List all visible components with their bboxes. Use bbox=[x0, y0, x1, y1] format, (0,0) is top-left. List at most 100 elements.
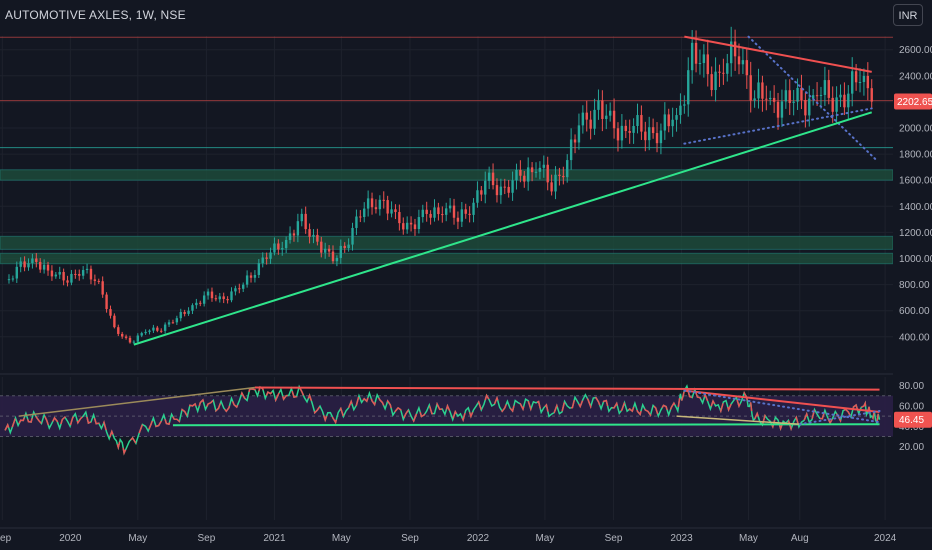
candle-body[interactable] bbox=[398, 212, 401, 224]
candle-body[interactable] bbox=[413, 224, 417, 230]
candle-body[interactable] bbox=[323, 248, 327, 253]
candle-body[interactable] bbox=[46, 264, 50, 271]
candle-body[interactable] bbox=[757, 82, 760, 99]
candle-body[interactable] bbox=[105, 294, 108, 310]
candle-body[interactable] bbox=[31, 258, 34, 264]
candle-body[interactable] bbox=[89, 268, 93, 280]
candle-body[interactable] bbox=[784, 90, 788, 102]
candle-body[interactable] bbox=[218, 296, 221, 300]
candle-body[interactable] bbox=[515, 169, 518, 181]
candle-body[interactable] bbox=[585, 112, 588, 120]
candle-body[interactable] bbox=[445, 208, 448, 215]
candle-body[interactable] bbox=[605, 115, 608, 119]
candle-body[interactable] bbox=[452, 205, 456, 218]
resistance-trendline[interactable] bbox=[684, 35, 872, 73]
candle-body[interactable] bbox=[242, 284, 245, 289]
candle-body[interactable] bbox=[7, 279, 11, 281]
candle-body[interactable] bbox=[624, 125, 627, 132]
candle-body[interactable] bbox=[405, 222, 409, 230]
candle-body[interactable] bbox=[772, 97, 776, 102]
candle-body[interactable] bbox=[663, 114, 667, 131]
candle-body[interactable] bbox=[327, 248, 331, 252]
candle-body[interactable] bbox=[390, 209, 393, 214]
candle-body[interactable] bbox=[195, 302, 198, 306]
candle-body[interactable] bbox=[507, 186, 510, 193]
candle-body[interactable] bbox=[117, 327, 120, 334]
candle-body[interactable] bbox=[554, 174, 557, 192]
candle-body[interactable] bbox=[866, 75, 870, 89]
candle-body[interactable] bbox=[749, 75, 752, 101]
candle-body[interactable] bbox=[238, 288, 241, 290]
candle-body[interactable] bbox=[140, 333, 143, 336]
candle-body[interactable] bbox=[15, 266, 18, 279]
candle-body[interactable] bbox=[839, 94, 842, 98]
candle-body[interactable] bbox=[491, 172, 495, 186]
candle-body[interactable] bbox=[780, 101, 784, 118]
candle-body[interactable] bbox=[66, 280, 69, 283]
candle-body[interactable] bbox=[199, 302, 202, 304]
candle-body[interactable] bbox=[659, 130, 663, 144]
candle-body[interactable] bbox=[800, 87, 803, 101]
candle-body[interactable] bbox=[42, 264, 46, 270]
candle-body[interactable] bbox=[851, 71, 854, 94]
candle-body[interactable] bbox=[733, 41, 737, 57]
candle-body[interactable] bbox=[683, 104, 686, 106]
candle-body[interactable] bbox=[421, 209, 424, 218]
candle-body[interactable] bbox=[729, 41, 733, 64]
candle-body[interactable] bbox=[156, 327, 159, 331]
candle-body[interactable] bbox=[27, 263, 30, 268]
candle-body[interactable] bbox=[308, 229, 311, 237]
candle-body[interactable] bbox=[265, 257, 268, 259]
candle-body[interactable] bbox=[230, 291, 233, 301]
candle-body[interactable] bbox=[163, 324, 167, 331]
candle-body[interactable] bbox=[796, 87, 799, 102]
candle-body[interactable] bbox=[191, 305, 194, 311]
candle-body[interactable] bbox=[503, 186, 506, 188]
candle-body[interactable] bbox=[562, 175, 565, 178]
candle-body[interactable] bbox=[480, 190, 483, 195]
candle-body[interactable] bbox=[636, 115, 639, 126]
candle-body[interactable] bbox=[347, 244, 350, 249]
candle-body[interactable] bbox=[468, 213, 471, 215]
candle-body[interactable] bbox=[409, 222, 413, 225]
candle-body[interactable] bbox=[601, 100, 604, 119]
candle-body[interactable] bbox=[675, 115, 678, 120]
candle-body[interactable] bbox=[39, 261, 42, 270]
candle-body[interactable] bbox=[93, 279, 97, 281]
candle-body[interactable] bbox=[128, 337, 132, 343]
candle-body[interactable] bbox=[11, 278, 15, 280]
candle-body[interactable] bbox=[823, 80, 827, 95]
candle-body[interactable] bbox=[847, 93, 850, 108]
candle-body[interactable] bbox=[296, 221, 300, 236]
candle-body[interactable] bbox=[70, 273, 73, 283]
candle-body[interactable] bbox=[628, 131, 631, 133]
candle-body[interactable] bbox=[109, 309, 112, 316]
candle-body[interactable] bbox=[81, 270, 85, 276]
candle-body[interactable] bbox=[179, 312, 182, 319]
candle-body[interactable] bbox=[78, 274, 81, 276]
candle-body[interactable] bbox=[374, 207, 378, 210]
candle-body[interactable] bbox=[382, 199, 385, 201]
candle-body[interactable] bbox=[113, 315, 116, 328]
candle-body[interactable] bbox=[558, 174, 561, 176]
candle-body[interactable] bbox=[862, 75, 866, 83]
candle-body[interactable] bbox=[187, 310, 190, 314]
candle-body[interactable] bbox=[667, 114, 670, 127]
candle-body[interactable] bbox=[245, 275, 249, 285]
candle-body[interactable] bbox=[97, 280, 100, 282]
candle-body[interactable] bbox=[331, 251, 335, 262]
candle-body[interactable] bbox=[425, 209, 428, 214]
candle-body[interactable] bbox=[741, 60, 745, 65]
candle-body[interactable] bbox=[804, 100, 807, 116]
candle-body[interactable] bbox=[687, 70, 690, 105]
candle-body[interactable] bbox=[136, 335, 140, 342]
candle-body[interactable] bbox=[437, 207, 440, 215]
candle-body[interactable] bbox=[257, 263, 261, 275]
candle-body[interactable] bbox=[827, 80, 830, 98]
candle-body[interactable] bbox=[101, 281, 104, 295]
candle-body[interactable] bbox=[538, 167, 542, 172]
candle-body[interactable] bbox=[120, 333, 124, 337]
rsi-recent-resistance-trendline[interactable] bbox=[684, 389, 880, 414]
candle-body[interactable] bbox=[788, 90, 791, 103]
candle-body[interactable] bbox=[546, 164, 549, 183]
